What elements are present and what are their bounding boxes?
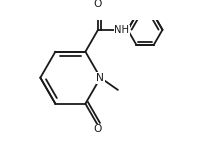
Text: NH: NH bbox=[114, 25, 129, 35]
Text: N: N bbox=[96, 73, 104, 83]
Text: O: O bbox=[94, 0, 102, 9]
Text: O: O bbox=[93, 124, 101, 134]
